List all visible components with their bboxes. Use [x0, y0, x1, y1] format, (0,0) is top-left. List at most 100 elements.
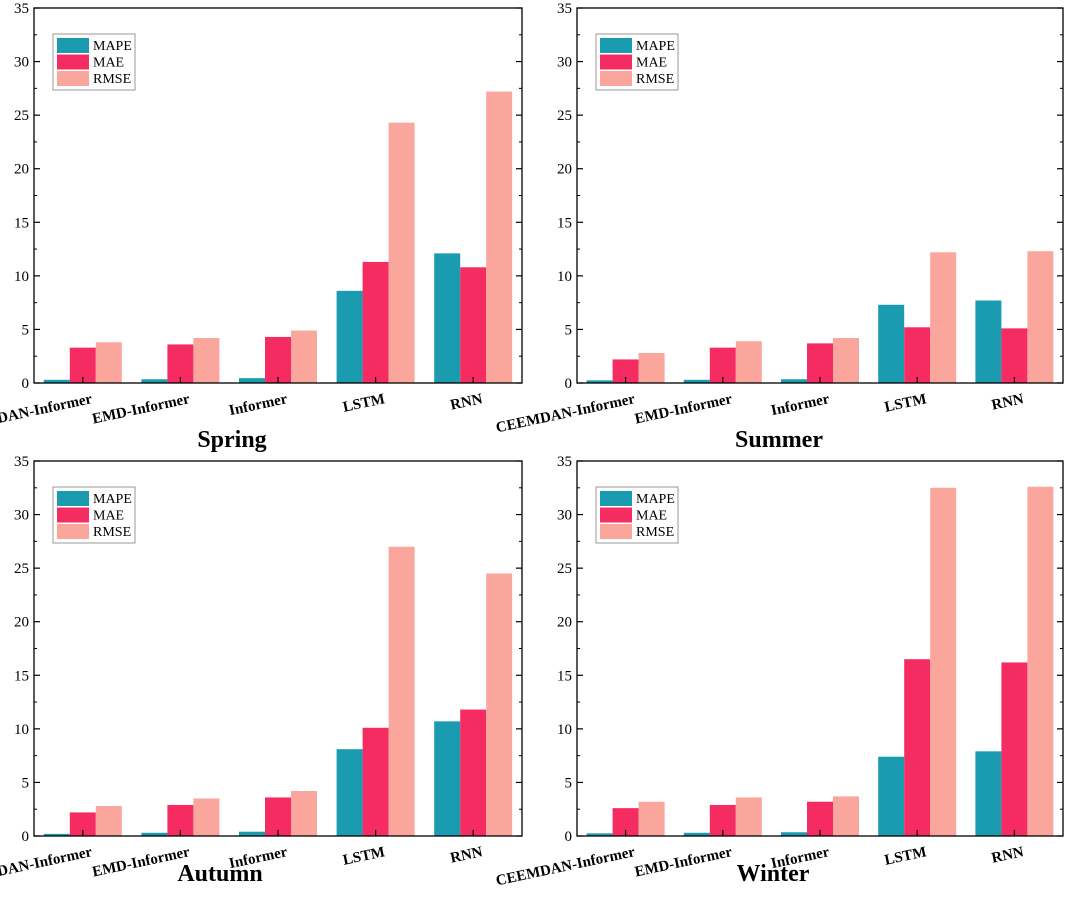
legend-label-mae: MAE: [636, 509, 667, 524]
x-category-label: CEEMDAN-Informer: [495, 391, 637, 436]
bar-mape-informer: [781, 379, 807, 383]
x-category-label: RNN: [449, 844, 484, 866]
x-category-label: EMD-Informer: [91, 391, 192, 427]
x-category-label: RNN: [990, 844, 1025, 866]
bar-mae-rnn: [1001, 328, 1028, 383]
bar-mape-rnn: [975, 751, 1002, 836]
y-tick-label: 15: [557, 668, 572, 684]
chart-panel-spring: 0 5 10 15 20 25 30 35 CEEMDAN-InformerEMD-Inform…: [0, 1, 523, 453]
y-tick-label: 0: [22, 829, 30, 845]
y-tick-label: 15: [557, 215, 572, 231]
y-tick-label: 10: [557, 269, 572, 285]
x-category-label: LSTM: [883, 844, 928, 868]
x-category-label: Informer: [228, 391, 290, 419]
y-tick-label: 10: [557, 722, 572, 738]
bar-mape-rnn: [434, 253, 461, 383]
legend-label-mape: MAPE: [636, 492, 675, 507]
y-tick-label: 0: [565, 829, 573, 845]
legend-swatch-mae: [57, 54, 89, 70]
chart-panel-winter: 0 5 10 15 20 25 30 35 CEEMDAN-InformerEMD-Inform…: [495, 454, 1064, 889]
bar-mape-emd-informer: [683, 379, 710, 383]
bar-mape-informer: [239, 378, 265, 383]
bar-mape-lstm: [336, 749, 363, 836]
chart-panel-summer: 0 5 10 15 20 25 30 35 CEEMDAN-InformerEMD-Inform…: [495, 1, 1064, 453]
legend-swatch-mae: [600, 507, 632, 523]
bar-mape-rnn: [434, 721, 461, 836]
y-tick-label: 35: [14, 1, 29, 17]
panel-title: Winter: [737, 861, 810, 887]
y-tick-label: 0: [565, 376, 573, 392]
bar-mape-ceemdan-informer: [586, 833, 613, 836]
legend-swatch-mape: [57, 38, 89, 53]
bar-rmse-ceemdan-informer: [95, 342, 122, 383]
y-tick-label: 0: [22, 376, 30, 392]
x-category-label: LSTM: [342, 844, 387, 868]
y-tick-label: 25: [14, 561, 29, 577]
bar-rmse-emd-informer: [735, 797, 762, 836]
bar-mape-rnn: [975, 300, 1002, 383]
bar-mae-rnn: [460, 267, 487, 383]
y-tick-label: 5: [22, 775, 30, 791]
y-tick-label: 20: [14, 162, 29, 178]
legend-swatch-mape: [600, 491, 632, 506]
legend-swatch-rmse: [57, 524, 89, 539]
bar-rmse-ceemdan-informer: [638, 353, 665, 383]
legend-label-mape: MAPE: [93, 492, 132, 507]
legend-label-mape: MAPE: [93, 39, 132, 54]
bar-mae-ceemdan-informer: [612, 359, 639, 383]
bar-mape-emd-informer: [683, 832, 710, 836]
legend-label-rmse: RMSE: [93, 525, 131, 540]
x-category-label: CEEMDAN-Informer: [0, 844, 94, 889]
bar-mape-ceemdan-informer: [586, 380, 613, 383]
bar-rmse-emd-informer: [193, 798, 220, 836]
y-tick-label: 35: [557, 454, 572, 470]
y-tick-label: 10: [14, 722, 29, 738]
bar-mae-lstm: [904, 659, 931, 836]
legend-swatch-mae: [57, 507, 89, 523]
bar-mae-lstm: [362, 261, 389, 383]
y-tick-label: 10: [14, 269, 29, 285]
bar-mae-ceemdan-informer: [69, 812, 96, 836]
y-tick-label: 30: [557, 508, 572, 524]
y-tick-label: 25: [557, 561, 572, 577]
y-tick-label: 5: [22, 322, 30, 338]
legend-label-mae: MAE: [636, 56, 667, 71]
bar-rmse-emd-informer: [735, 341, 762, 383]
y-tick-label: 5: [565, 775, 573, 791]
x-category-label: LSTM: [342, 391, 387, 415]
bar-mape-lstm: [878, 304, 905, 383]
legend-swatch-mape: [600, 38, 632, 53]
y-tick-label: 20: [14, 615, 29, 631]
y-tick-label: 25: [557, 108, 572, 124]
legend-swatch-mae: [600, 54, 632, 70]
x-category-label: CEEMDAN-Informer: [495, 844, 637, 889]
y-tick-label: 35: [557, 1, 572, 17]
panel-title: Autumn: [177, 861, 262, 887]
bar-mape-ceemdan-informer: [43, 379, 70, 383]
bar-rmse-rnn: [1027, 486, 1054, 836]
y-tick-label: 20: [557, 162, 572, 178]
y-tick-label: 35: [14, 454, 29, 470]
x-category-label: RNN: [449, 391, 484, 413]
bar-rmse-rnn: [1027, 251, 1054, 383]
bar-mae-informer: [807, 343, 833, 383]
bar-mae-lstm: [904, 327, 931, 383]
bar-mape-informer: [239, 831, 265, 836]
bar-rmse-lstm: [388, 122, 415, 384]
bar-rmse-lstm: [388, 546, 415, 836]
legend-label-mape: MAPE: [636, 39, 675, 54]
y-tick-label: 20: [557, 615, 572, 631]
bar-mae-rnn: [1001, 662, 1028, 836]
y-tick-label: 30: [14, 508, 29, 524]
bar-mae-informer: [265, 797, 291, 836]
x-category-label: CEEMDAN-Informer: [0, 391, 94, 436]
bar-rmse-informer: [291, 330, 317, 383]
legend-swatch-rmse: [600, 524, 632, 539]
legend-label-rmse: RMSE: [93, 72, 131, 87]
bar-rmse-emd-informer: [193, 338, 220, 383]
